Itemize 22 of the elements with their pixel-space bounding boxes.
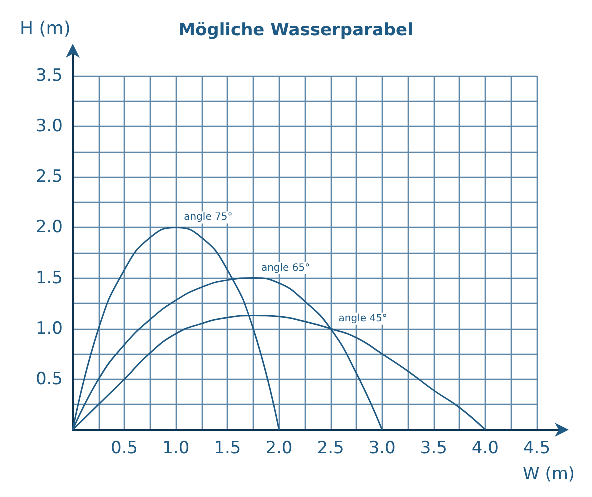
annotation: angle 75° <box>184 212 233 224</box>
x-tick-label: 1.0 <box>162 438 190 458</box>
y-tick-label: 3.5 <box>36 66 63 86</box>
x-tick-label: 2.5 <box>317 438 344 458</box>
y-tick-label: 2.5 <box>36 167 63 188</box>
x-axis-title: W (m) <box>523 464 576 484</box>
x-tick-label: 4.0 <box>472 438 499 458</box>
y-tick-label: 0.5 <box>36 369 63 390</box>
annotation: angle 45° <box>338 313 388 324</box>
y-axis-title: H (m) <box>20 18 71 40</box>
y-tick-label: 1.0 <box>36 318 63 339</box>
y-tick-label: 1.5 <box>36 268 63 288</box>
x-tick-label: 2.0 <box>266 438 293 458</box>
y-tick-label: 2.0 <box>36 218 63 238</box>
annotation: angle 65° <box>261 262 310 274</box>
x-tick-label: 3.0 <box>368 438 396 458</box>
x-tick-label: 3.5 <box>420 438 448 458</box>
x-tick-label: 4.5 <box>523 438 551 458</box>
y-tick-label: 3.0 <box>36 116 63 137</box>
chart-title: Mögliche Wasserparabel <box>178 20 414 40</box>
x-tick-label: 1.5 <box>214 438 242 458</box>
x-tick-label: 0.5 <box>111 438 138 458</box>
